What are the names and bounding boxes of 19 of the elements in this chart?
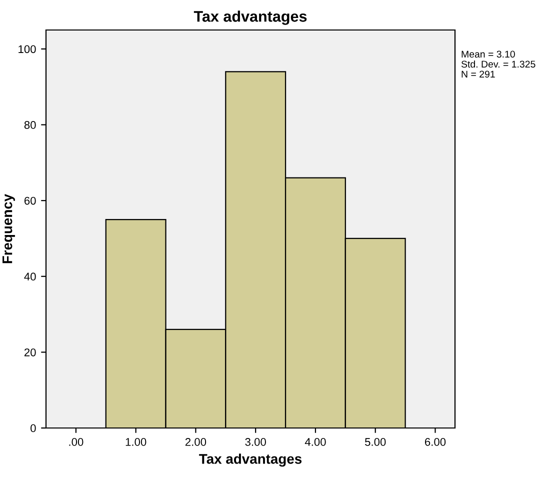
- text: N = 291: [462, 70, 495, 78]
- x-tick-label: 2.00: [185, 438, 206, 446]
- x-tick-label: .00: [69, 438, 84, 446]
- y-tick-label: 80: [24, 121, 36, 129]
- x-tick-label: 5.00: [364, 438, 386, 446]
- y-tick-label: 40: [24, 272, 36, 281]
- x-tick-label: 1.00: [126, 438, 146, 446]
- x-axis-title: Tax advantages: [199, 454, 302, 467]
- y-tick-label: 60: [24, 196, 36, 205]
- x-tick-label: 6.00: [424, 438, 446, 446]
- x-tick-label: 3.00: [245, 438, 266, 446]
- text: Std. Dev. = 1.325: [461, 60, 536, 68]
- x-tick-label: 4.00: [304, 438, 326, 446]
- y-tick-label: 0: [30, 424, 36, 432]
- chart-title: Tax advantages: [194, 10, 307, 25]
- y-axis-title: Frequency: [2, 194, 15, 264]
- y-tick-label: 100: [18, 45, 36, 54]
- text: Mean = 3.10: [462, 50, 515, 58]
- y-tick-label: 20: [24, 348, 36, 356]
